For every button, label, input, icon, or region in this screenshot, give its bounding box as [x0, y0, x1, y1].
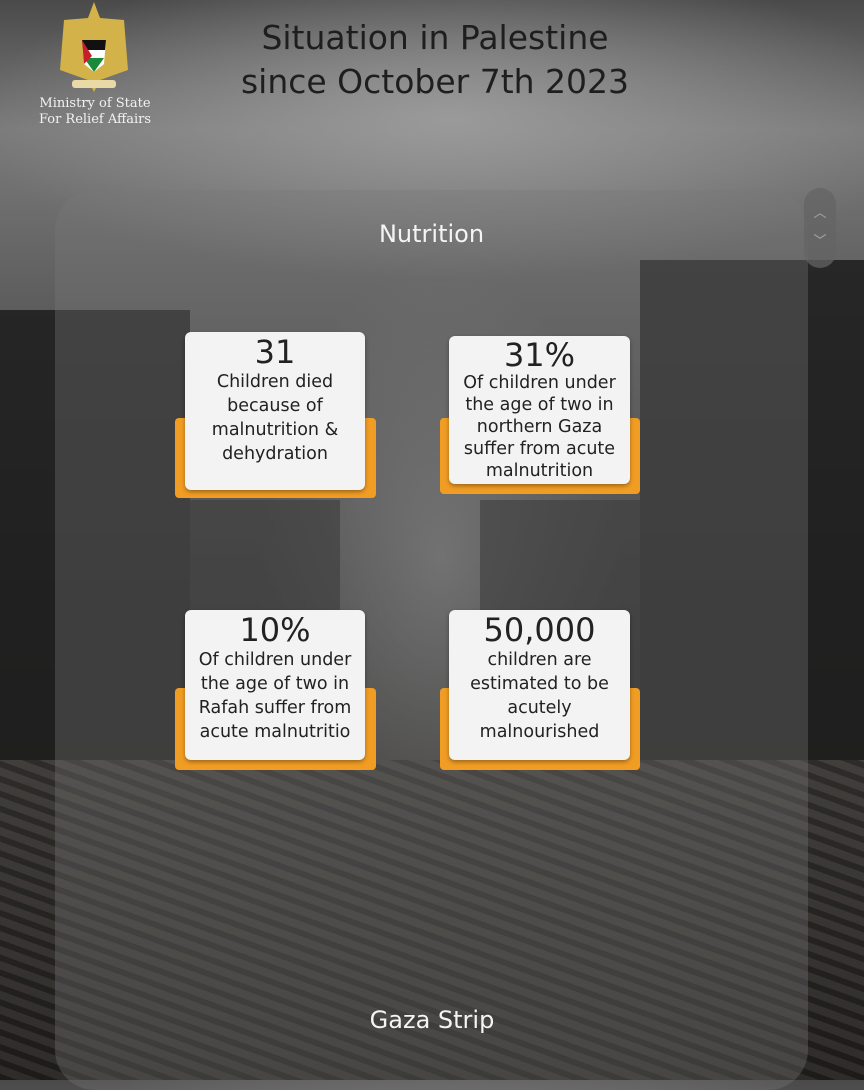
stat-card: 10% Of children under the age of two in …: [185, 610, 365, 760]
page-title: Situation in Palestine since October 7th…: [240, 18, 630, 101]
rubble-ground: [0, 760, 864, 1080]
location-label: Gaza Strip: [369, 1006, 495, 1034]
chevron-up-icon[interactable]: ︿: [813, 206, 827, 221]
stat-value: 31%: [503, 336, 576, 374]
stat-value: 10%: [239, 611, 311, 649]
stat-card: 50,000 children are estimated to be acut…: [449, 610, 630, 760]
stat-description: Of children under the age of two in Rafa…: [198, 650, 352, 742]
ruined-building-left: [0, 310, 190, 770]
ruined-building-right: [640, 260, 864, 770]
stat-card: 31% Of children under the age of two in …: [449, 336, 630, 484]
chevron-down-icon[interactable]: ﹀: [813, 234, 827, 249]
content-panel: [55, 190, 808, 1090]
ministry-name: Ministry of State For Relief Affairs: [38, 96, 152, 127]
stat-description: Of children under the age of two in nort…: [463, 373, 616, 481]
palestinian-emblem-logo: [60, 2, 128, 92]
stat-description: children are estimated to be acutely mal…: [470, 650, 609, 742]
stat-value: 31: [254, 333, 296, 371]
stat-value: 50,000: [483, 611, 596, 649]
stat-description: Children died because of malnutrition & …: [211, 372, 339, 464]
section-title: Nutrition: [378, 220, 485, 248]
scroll-control[interactable]: ︿ ﹀: [804, 188, 836, 268]
stat-card: 31 Children died because of malnutrition…: [185, 332, 365, 490]
